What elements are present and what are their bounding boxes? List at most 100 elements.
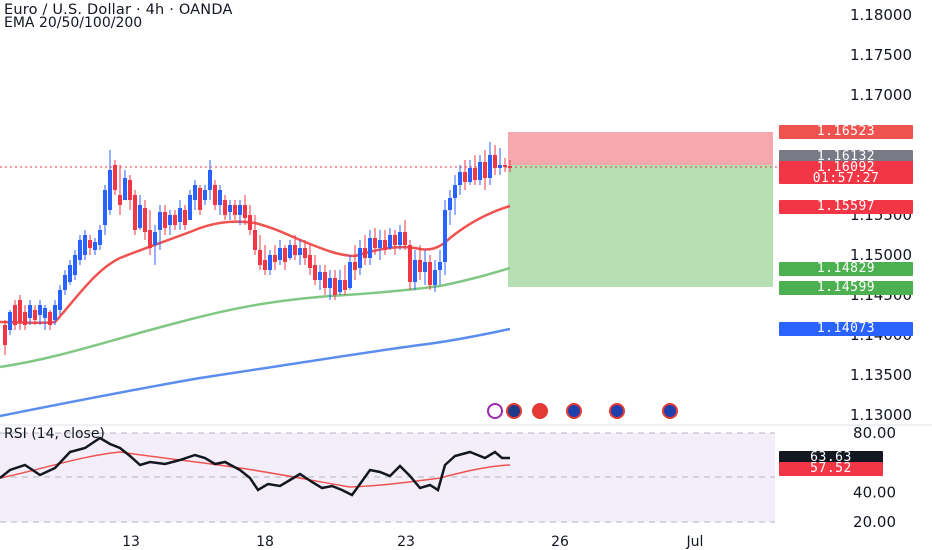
candle: [368, 230, 372, 265]
event-flag-icon-5[interactable]: [662, 403, 678, 419]
price-tick-label: 1.13000: [850, 406, 912, 424]
candle: [388, 228, 392, 250]
candle: [118, 165, 122, 215]
candle: [483, 150, 487, 190]
date-tick-label: 23: [397, 534, 415, 550]
candle: [8, 310, 12, 335]
candle: [158, 205, 162, 250]
candle: [343, 265, 347, 295]
candle: [163, 205, 167, 235]
candle: [138, 195, 142, 230]
candle: [383, 230, 387, 255]
stop-loss-zone[interactable]: [508, 132, 773, 165]
candle: [493, 145, 497, 175]
date-tick-label: Jul: [686, 534, 704, 550]
candle: [403, 220, 407, 250]
candle: [93, 238, 97, 255]
ema200-price-tag: 1.14073: [779, 322, 913, 336]
candle: [318, 265, 322, 290]
ema100-line: [0, 266, 511, 369]
candle: [378, 230, 382, 260]
candle: [373, 228, 377, 255]
candle: [208, 160, 212, 200]
candle: [88, 235, 92, 255]
candle: [463, 160, 467, 190]
ema20-price-tag: 1.15597: [779, 200, 913, 214]
candle: [213, 180, 217, 210]
ema50-price-tag: 1.14829: [779, 262, 913, 276]
candle: [498, 148, 502, 175]
candle: [178, 200, 182, 230]
candle: [63, 270, 67, 295]
candle: [503, 158, 507, 172]
candle: [98, 225, 102, 250]
candle: [268, 250, 272, 275]
rsi-ma-tag: 57.52: [779, 462, 883, 476]
candle: [438, 250, 442, 285]
rsi-legend[interactable]: RSI (14, close): [4, 426, 105, 442]
candle: [198, 185, 202, 215]
rsi-tick-label: 20.00: [853, 513, 896, 531]
candle: [33, 305, 37, 325]
candle: [253, 215, 257, 255]
candle: [273, 245, 277, 270]
candle: [333, 270, 337, 300]
candle: [363, 235, 367, 265]
candle: [43, 305, 47, 330]
economic-events-row[interactable]: [487, 403, 678, 419]
price-tick-label: 1.17500: [850, 46, 912, 64]
candle: [238, 200, 242, 225]
candle: [123, 170, 127, 200]
event-flag-icon-3[interactable]: [566, 403, 582, 419]
candle: [13, 300, 17, 330]
candle: [398, 225, 402, 250]
candle: [248, 205, 252, 235]
candle: [103, 185, 107, 235]
candle: [203, 185, 207, 205]
candle: [478, 155, 482, 185]
rsi-ma-line: [0, 451, 511, 488]
bar-countdown: 01:57:27: [812, 171, 880, 186]
candle: [453, 175, 457, 215]
date-tick-label: 13: [122, 534, 140, 550]
candle: [278, 240, 282, 265]
price-axis[interactable]: 1.180001.175001.170001.155001.150001.145…: [850, 6, 912, 424]
rsi-tick-label: 80.00: [853, 424, 896, 442]
candle: [18, 295, 22, 330]
candle: [128, 175, 132, 210]
candle: [443, 200, 447, 275]
candlestick-series[interactable]: [3, 142, 512, 355]
event-flag-icon-1[interactable]: [506, 403, 522, 419]
rsi-axis[interactable]: 80.00 40.00 20.00: [853, 424, 896, 531]
candle: [308, 245, 312, 275]
last-price-value: 1.16092: [816, 160, 876, 175]
candle: [298, 240, 302, 265]
candle: [183, 205, 187, 230]
candle: [348, 255, 352, 290]
candle: [148, 210, 152, 255]
candle: [508, 160, 512, 172]
candle: [83, 230, 87, 260]
candle: [433, 260, 437, 292]
take-profit-zone[interactable]: [508, 165, 773, 287]
price-tick-label: 1.13500: [850, 366, 912, 384]
date-tick-label: 18: [256, 534, 274, 550]
candle: [288, 240, 292, 260]
candle: [283, 245, 287, 270]
candle: [303, 240, 307, 265]
event-flag-icon-2[interactable]: [532, 403, 548, 419]
candle: [393, 230, 397, 255]
price-tick-label: 1.17000: [850, 86, 912, 104]
event-flag-icon-4[interactable]: [609, 403, 625, 419]
candle: [48, 310, 52, 330]
candle: [263, 245, 267, 275]
ema-indicator-legend[interactable]: EMA 20/50/100/200: [4, 15, 143, 31]
ema200-line: [0, 327, 511, 418]
event-icon-1[interactable]: [487, 403, 503, 419]
candle: [68, 260, 72, 285]
chart-title[interactable]: Euro / U.S. Dollar · 4h · OANDA: [4, 2, 233, 18]
date-axis[interactable]: 13 18 23 26 Jul: [122, 534, 703, 550]
candle: [143, 200, 147, 240]
candle: [293, 235, 297, 260]
